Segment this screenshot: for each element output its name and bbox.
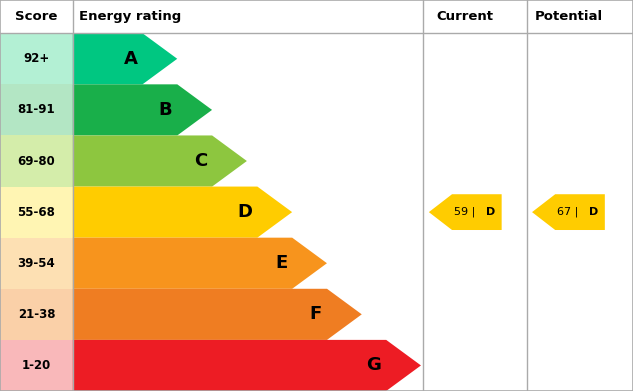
- Bar: [0, 340, 73, 391]
- Polygon shape: [429, 194, 501, 230]
- Bar: [0, 33, 73, 84]
- Text: Score: Score: [15, 10, 58, 23]
- Text: Energy rating: Energy rating: [79, 10, 182, 23]
- Polygon shape: [73, 238, 327, 289]
- Text: Current: Current: [437, 10, 494, 23]
- Text: 81-91: 81-91: [18, 103, 55, 117]
- Text: B: B: [159, 101, 172, 119]
- Text: D: D: [237, 203, 253, 221]
- Text: A: A: [123, 50, 137, 68]
- Bar: [0, 238, 73, 289]
- Text: 59 |: 59 |: [454, 207, 475, 217]
- Polygon shape: [532, 194, 605, 230]
- Text: 69-80: 69-80: [18, 154, 55, 167]
- Text: D: D: [486, 207, 496, 217]
- Text: 39-54: 39-54: [18, 257, 55, 270]
- Text: C: C: [194, 152, 207, 170]
- Bar: [0, 84, 73, 135]
- Text: 55-68: 55-68: [18, 206, 55, 219]
- Bar: [0, 187, 73, 238]
- Text: G: G: [367, 357, 381, 375]
- Text: Potential: Potential: [534, 10, 603, 23]
- Bar: [0, 289, 73, 340]
- Text: 67 |: 67 |: [557, 207, 578, 217]
- Text: 1-20: 1-20: [22, 359, 51, 372]
- Text: D: D: [589, 207, 599, 217]
- Polygon shape: [73, 340, 421, 391]
- Bar: [0, 135, 73, 187]
- Polygon shape: [73, 289, 362, 340]
- Polygon shape: [73, 135, 247, 187]
- Text: F: F: [310, 305, 322, 323]
- Text: 21-38: 21-38: [18, 308, 55, 321]
- Polygon shape: [73, 187, 292, 238]
- Polygon shape: [73, 33, 177, 84]
- Text: 92+: 92+: [23, 52, 49, 65]
- Polygon shape: [73, 84, 212, 135]
- Text: E: E: [275, 254, 287, 272]
